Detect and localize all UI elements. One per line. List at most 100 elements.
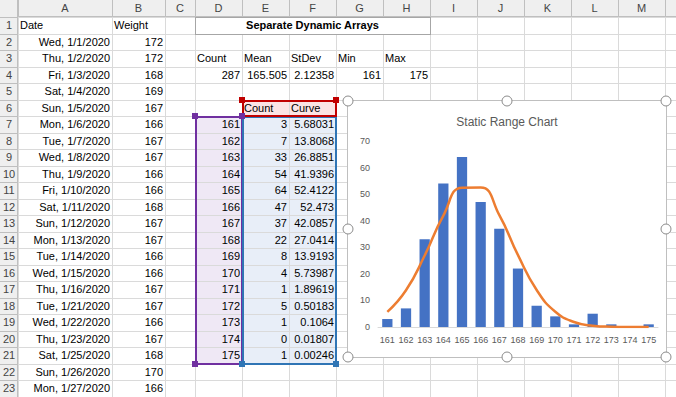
html-text:10: 10 <box>2 167 16 180</box>
html-text:16: 16 <box>2 266 16 279</box>
html-text:Count: Count <box>197 52 227 64</box>
html-text:Sat, 1/4/2020: Sat, 1/4/2020 <box>44 85 110 97</box>
html-text:Min: Min <box>338 52 356 64</box>
html-text:13.8068: 13.8068 <box>294 134 334 147</box>
svg-text:70: 70 <box>360 136 370 146</box>
html-text:2.12358: 2.12358 <box>294 68 334 81</box>
html-text:Sun, 1/26/2020: Sun, 1/26/2020 <box>35 365 110 378</box>
html-text:167: 167 <box>144 299 163 312</box>
html-text:Wed, 1/8/2020: Wed, 1/8/2020 <box>38 151 110 163</box>
html-text:Date: Date <box>20 19 44 31</box>
html-text:0.50183: 0.50183 <box>294 299 334 312</box>
svg-text:40: 40 <box>360 216 370 226</box>
html-text:Weight: Weight <box>114 19 148 31</box>
svg-text:60: 60 <box>360 163 370 173</box>
svg-text:166: 166 <box>473 335 488 345</box>
html-text:19: 19 <box>2 316 16 328</box>
html-text:Sun, 1/5/2020: Sun, 1/5/2020 <box>41 101 110 114</box>
html-text:172: 172 <box>144 52 163 64</box>
html-text:StDev: StDev <box>291 52 321 64</box>
svg-text:173: 173 <box>604 335 619 345</box>
html-text:175: 175 <box>409 68 428 81</box>
html-text:20: 20 <box>2 332 16 345</box>
html-text:41.9396: 41.9396 <box>294 167 334 180</box>
html-text:17: 17 <box>2 283 16 295</box>
html-text:162: 162 <box>221 134 240 147</box>
html-text:166: 166 <box>221 200 240 213</box>
html-text:47: 47 <box>274 200 287 213</box>
html-text:23: 23 <box>2 382 16 394</box>
html-text:Sat, 1/11/2020: Sat, 1/11/2020 <box>39 200 110 213</box>
html-text:0.01807: 0.01807 <box>294 332 334 345</box>
svg-text:165: 165 <box>454 335 469 345</box>
html-text:Count: Count <box>244 101 274 114</box>
html-text:Thu, 1/9/2020: Thu, 1/9/2020 <box>42 167 110 180</box>
html-text:27.0414: 27.0414 <box>294 233 334 246</box>
html-text:Mean: Mean <box>244 52 272 64</box>
html-text:161: 161 <box>362 68 381 81</box>
html-text:Thu, 1/23/2020: Thu, 1/23/2020 <box>36 332 110 345</box>
html-text:Separate Dynamic Arrays: Separate Dynamic Arrays <box>246 19 379 31</box>
html-text:166: 166 <box>144 266 163 279</box>
html-text:Thu, 1/2/2020: Thu, 1/2/2020 <box>42 52 110 64</box>
html-text:Wed, 1/15/2020: Wed, 1/15/2020 <box>32 266 110 279</box>
html-text:164: 164 <box>221 167 240 180</box>
svg-text:170: 170 <box>548 335 563 345</box>
html-text:167: 167 <box>144 233 163 246</box>
svg-text:164: 164 <box>436 335 451 345</box>
html-text:13: 13 <box>2 217 16 229</box>
html-text:167: 167 <box>144 332 163 345</box>
svg-text:174: 174 <box>622 335 637 345</box>
html-text:54: 54 <box>274 167 287 180</box>
svg-text:175: 175 <box>641 335 656 345</box>
html-text:167: 167 <box>144 101 163 114</box>
svg-text:169: 169 <box>529 335 544 345</box>
html-text:Curve: Curve <box>291 101 321 114</box>
svg-text:163: 163 <box>417 335 432 345</box>
html-text:15: 15 <box>2 250 16 262</box>
svg-text:171: 171 <box>566 335 581 345</box>
html-text:Wed, 1/1/2020: Wed, 1/1/2020 <box>38 35 110 48</box>
html-text:169: 169 <box>144 85 163 97</box>
html-text:Max: Max <box>385 52 406 64</box>
html-text:11: 11 <box>3 184 15 196</box>
html-text:167: 167 <box>144 134 163 147</box>
html-text:168: 168 <box>144 68 163 81</box>
html-text:14: 14 <box>2 233 16 246</box>
html-text:Mon, 1/6/2020: Mon, 1/6/2020 <box>39 118 110 130</box>
html-text:168: 168 <box>144 200 163 213</box>
svg-text:161: 161 <box>380 335 395 345</box>
svg-text:167: 167 <box>492 335 507 345</box>
html-text:22: 22 <box>274 233 287 246</box>
svg-text:172: 172 <box>585 335 600 345</box>
html-text:Mon, 1/13/2020: Mon, 1/13/2020 <box>33 233 110 246</box>
html-text:22: 22 <box>2 365 16 378</box>
html-text:166: 166 <box>144 167 163 180</box>
svg-text:162: 162 <box>398 335 413 345</box>
html-text:Tue, 1/7/2020: Tue, 1/7/2020 <box>42 134 110 147</box>
svg-text:0: 0 <box>365 322 370 332</box>
html-text:167: 167 <box>144 151 163 163</box>
html-text:12: 12 <box>2 200 16 213</box>
svg-text:50: 50 <box>360 189 370 199</box>
html-text:168: 168 <box>221 233 240 246</box>
html-text:Tue, 1/21/2020: Tue, 1/21/2020 <box>36 299 110 312</box>
html-text:52.473: 52.473 <box>300 200 334 213</box>
svg-text:30: 30 <box>360 242 370 252</box>
html-text:Fri, 1/3/2020: Fri, 1/3/2020 <box>48 68 110 81</box>
html-text:172: 172 <box>144 35 163 48</box>
html-text:166: 166 <box>144 118 163 130</box>
html-text:287: 287 <box>221 68 240 81</box>
html-text:172: 172 <box>221 299 240 312</box>
html-text:174: 174 <box>221 332 240 345</box>
html-text:18: 18 <box>2 299 16 312</box>
html-text:170: 170 <box>144 365 163 378</box>
svg-text:Static Range Chart: Static Range Chart <box>456 115 558 129</box>
svg-text:20: 20 <box>360 269 370 279</box>
svg-text:168: 168 <box>510 335 525 345</box>
html-text:170: 170 <box>221 266 240 279</box>
html-text:21: 21 <box>2 349 16 361</box>
svg-text:10: 10 <box>360 295 370 305</box>
html-text:165.505: 165.505 <box>247 68 287 81</box>
html-text:5.73987: 5.73987 <box>294 266 334 279</box>
